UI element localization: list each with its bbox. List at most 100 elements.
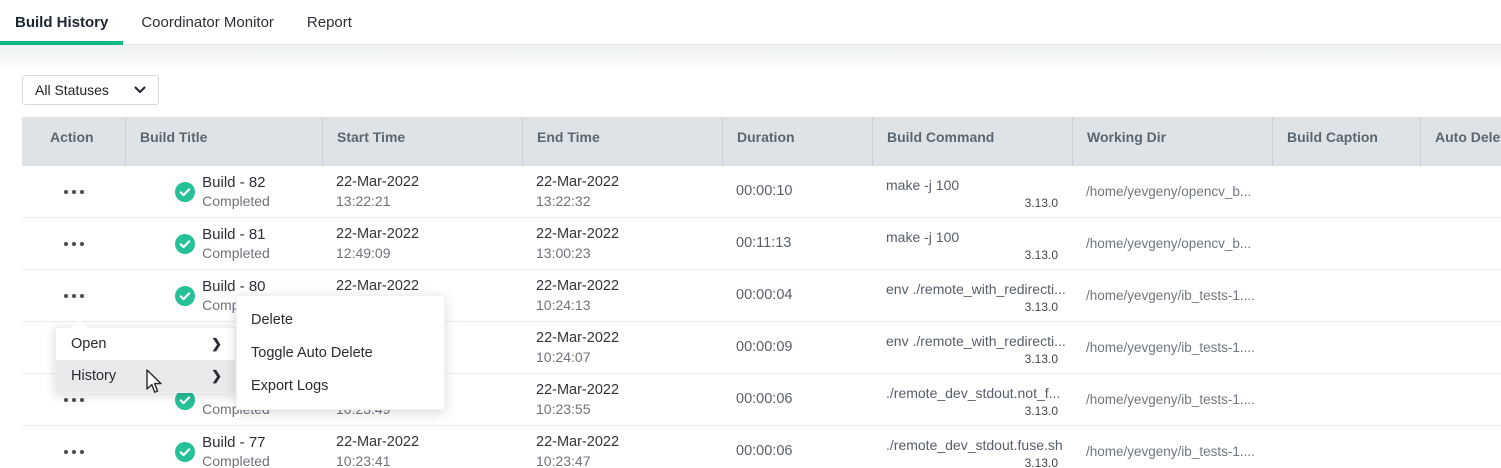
- submenu-item-delete[interactable]: Delete: [251, 311, 293, 328]
- col-header-build-command: Build Command: [872, 117, 1072, 166]
- context-menu-item-label: Open: [71, 336, 107, 352]
- submenu-item-toggle-auto-delete[interactable]: Toggle Auto Delete: [251, 344, 373, 361]
- end-date: 22-Mar-2022: [536, 173, 620, 190]
- build-title: Build - 82: [202, 173, 266, 191]
- end-date: 22-Mar-2022: [536, 433, 620, 450]
- build-caption-cell: [1272, 426, 1420, 468]
- status-completed-check-icon: [175, 233, 196, 254]
- build-caption-cell: [1272, 322, 1420, 373]
- auto-delete-cell: [1420, 270, 1501, 321]
- col-header-action: Action: [50, 129, 94, 145]
- build-status: Completed: [202, 244, 270, 261]
- auto-delete-cell: [1420, 166, 1501, 217]
- context-menu-caret: [70, 320, 88, 328]
- col-header-duration: Duration: [722, 117, 872, 166]
- build-status: Completed: [202, 192, 270, 209]
- chevron-right-icon: ❯: [211, 336, 222, 351]
- duration: 00:00:06: [736, 443, 793, 459]
- build-caption-cell: [1272, 270, 1420, 321]
- end-time: 13:00:23: [536, 244, 591, 261]
- build-caption-cell: [1272, 166, 1420, 217]
- row-actions-kebab-icon[interactable]: [60, 392, 88, 408]
- col-header-working-dir: Working Dir: [1072, 117, 1272, 166]
- build-title: Build - 80: [202, 277, 266, 295]
- working-dir: /home/yevgeny/ib_tests-1....: [1086, 392, 1255, 407]
- working-dir: /home/yevgeny/opencv_b...: [1086, 236, 1252, 251]
- build-command: env ./remote_with_redirecti...: [886, 281, 1066, 297]
- build-title: Build - 81: [202, 225, 266, 243]
- end-date: 22-Mar-2022: [536, 329, 620, 346]
- duration: 00:00:09: [736, 339, 793, 355]
- build-command: env ./remote_with_redirecti...: [886, 333, 1066, 349]
- col-header-build-caption: Build Caption: [1272, 117, 1420, 166]
- row-actions-kebab-icon[interactable]: [60, 184, 88, 200]
- chevron-right-icon: ❯: [211, 368, 222, 383]
- row-actions-kebab-icon[interactable]: [60, 444, 88, 460]
- tab-coordinator-monitor[interactable]: Coordinator Monitor: [141, 13, 274, 31]
- status-filter-select[interactable]: All Statuses: [22, 75, 159, 105]
- build-status: Completed: [202, 452, 270, 468]
- duration: 00:00:04: [736, 287, 793, 303]
- context-menu-item-history[interactable]: History ❯: [56, 360, 235, 392]
- duration: 00:11:13: [736, 235, 792, 251]
- col-header-end-time: End Time: [522, 117, 722, 166]
- table-row: Build - 77 Completed 22-Mar-2022 10:23:4…: [22, 426, 1501, 468]
- submenu-item-export-logs[interactable]: Export Logs: [251, 377, 329, 394]
- start-date: 22-Mar-2022: [336, 433, 420, 450]
- build-version: 3.13.0: [1024, 456, 1058, 468]
- auto-delete-cell: [1420, 218, 1501, 269]
- end-time: 13:22:32: [536, 192, 591, 209]
- build-command: ./remote_dev_stdout.not_f...: [886, 385, 1061, 401]
- auto-delete-cell: [1420, 322, 1501, 373]
- build-caption-cell: [1272, 374, 1420, 425]
- build-command: ./remote_dev_stdout.fuse.sh: [886, 437, 1063, 453]
- chevron-down-icon: [134, 86, 146, 93]
- start-date: 22-Mar-2022: [336, 173, 420, 190]
- tab-bar: Build History Coordinator Monitor Report: [0, 0, 1501, 45]
- start-date: 22-Mar-2022: [336, 277, 420, 294]
- end-time: 10:24:13: [536, 296, 591, 313]
- status-filter-value: All Statuses: [35, 82, 109, 98]
- subheader-gradient: [0, 45, 1501, 71]
- working-dir: /home/yevgeny/ib_tests-1....: [1086, 288, 1255, 303]
- build-version: 3.13.0: [1024, 404, 1058, 418]
- end-date: 22-Mar-2022: [536, 277, 620, 294]
- table-row: Completed 10:23:49 22-Mar-2022 10:23:55 …: [22, 374, 1501, 426]
- table-row: Build - 82 Completed 22-Mar-2022 13:22:2…: [22, 166, 1501, 218]
- working-dir: /home/yevgeny/ib_tests-1....: [1086, 340, 1255, 355]
- end-date: 22-Mar-2022: [536, 381, 620, 398]
- auto-delete-cell: [1420, 426, 1501, 468]
- tab-build-history[interactable]: Build History: [15, 13, 109, 31]
- col-header-build-title: Build Title: [125, 117, 322, 166]
- start-time: 13:22:21: [336, 192, 391, 209]
- col-header-auto-delete: Auto Delete: [1420, 117, 1501, 166]
- working-dir: /home/yevgeny/opencv_b...: [1086, 184, 1252, 199]
- history-submenu: Delete Toggle Auto Delete Export Logs: [236, 295, 445, 410]
- build-version: 3.13.0: [1024, 300, 1058, 314]
- status-completed-check-icon: [175, 181, 196, 202]
- start-time: 12:49:09: [336, 244, 391, 261]
- build-command: make -j 100: [886, 229, 960, 245]
- active-tab-underline: [0, 41, 123, 45]
- tab-report[interactable]: Report: [306, 13, 352, 31]
- table-header-row: Action Build Title Start Time End Time D…: [22, 117, 1501, 166]
- col-header-start-time: Start Time: [322, 117, 522, 166]
- context-menu-item-open[interactable]: Open ❯: [56, 328, 235, 360]
- row-actions-kebab-icon[interactable]: [60, 236, 88, 252]
- build-version: 3.13.0: [1024, 196, 1058, 210]
- working-dir: /home/yevgeny/ib_tests-1....: [1086, 444, 1255, 459]
- build-caption-cell: [1272, 218, 1420, 269]
- end-time: 10:23:47: [536, 452, 591, 468]
- row-actions-kebab-icon[interactable]: [60, 288, 88, 304]
- end-time: 10:23:55: [536, 400, 591, 417]
- build-table: Action Build Title Start Time End Time D…: [22, 117, 1501, 468]
- table-row: Build - 81 Completed 22-Mar-2022 12:49:0…: [22, 218, 1501, 270]
- end-date: 22-Mar-2022: [536, 225, 620, 242]
- status-completed-check-icon: [175, 441, 196, 462]
- start-date: 22-Mar-2022: [336, 225, 420, 242]
- build-command: make -j 100: [886, 177, 960, 193]
- start-time: 10:23:41: [336, 452, 391, 468]
- build-version: 3.13.0: [1024, 248, 1058, 262]
- status-completed-check-icon: [175, 389, 196, 410]
